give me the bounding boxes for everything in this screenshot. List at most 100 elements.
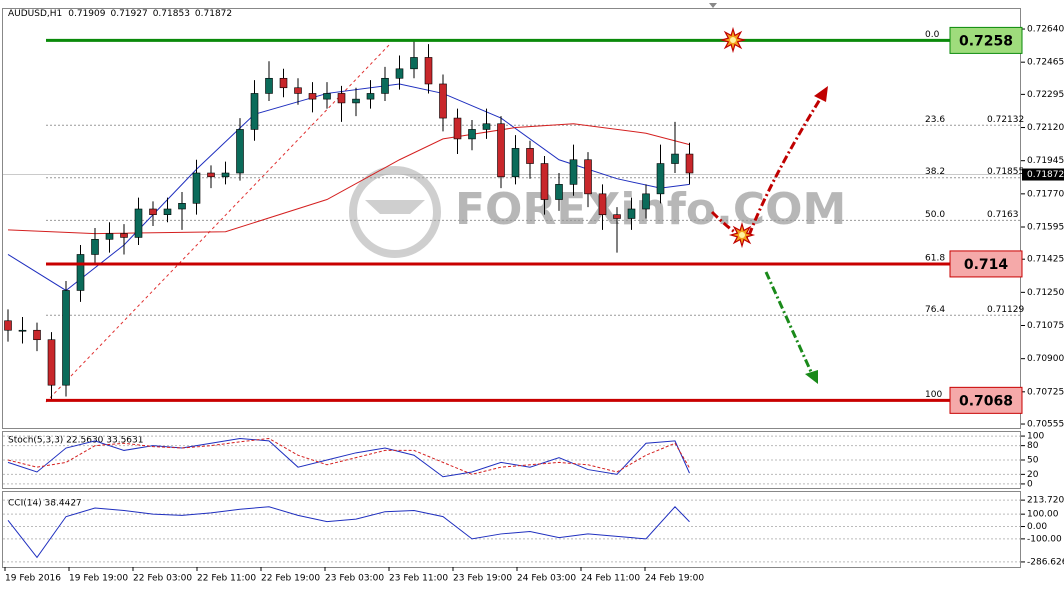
y-tick-label: 0.72640 — [1027, 25, 1064, 35]
symbol: AUDUSD,H1 — [8, 9, 62, 19]
y-tick-label: 0.71770 — [1027, 189, 1064, 199]
watermark-text: FOREXinfo.COM — [455, 184, 846, 235]
level-box — [949, 250, 1023, 278]
candle-body — [337, 93, 346, 104]
candle-body — [468, 129, 476, 140]
candle-body — [47, 339, 56, 386]
header-value: 0.71927 — [110, 9, 147, 19]
candle-body — [453, 117, 462, 140]
candle-body — [482, 123, 491, 130]
moving-average — [7, 123, 690, 235]
y-tick-label: 100 — [1027, 432, 1044, 442]
fib-ratio: 50.0 — [925, 210, 945, 220]
candle-body — [366, 93, 375, 100]
candle-body — [294, 87, 302, 94]
indicator-line — [7, 437, 690, 475]
level-label: 0.7068 — [959, 393, 1013, 409]
candle-body — [236, 129, 244, 174]
y-tick-label: 0.72120 — [1027, 123, 1064, 133]
watermark-logo — [365, 200, 425, 214]
fib-price: 0.71129 — [987, 305, 1024, 315]
fib-price: 0.71855 — [987, 167, 1024, 177]
header-value: 0.71909 — [68, 9, 105, 19]
price-panel — [2, 8, 1021, 429]
chart-header: AUDUSD,H1 0.71909 0.71927 0.71853 0.71872 — [8, 9, 232, 19]
signal-star-core — [730, 37, 736, 43]
candle-body — [105, 233, 114, 240]
level-label: 0.714 — [964, 257, 1009, 273]
candle-body — [149, 208, 157, 215]
candle-body — [207, 172, 215, 178]
candle-body — [526, 148, 534, 164]
candle-body — [91, 239, 99, 255]
candle-body — [555, 184, 563, 200]
candle-body — [584, 159, 592, 195]
y-tick-label: 0.71250 — [1027, 288, 1064, 298]
candle-body — [308, 93, 317, 100]
candle-body — [4, 320, 12, 331]
y-tick-label: 0.70555 — [1027, 420, 1064, 430]
y-tick-label: 0.72295 — [1027, 90, 1064, 100]
candle-body — [18, 329, 27, 332]
candle-body — [569, 159, 578, 185]
x-tick-label: 24 Feb 11:00 — [581, 574, 640, 584]
y-tick-label: 50 — [1027, 456, 1039, 466]
candle-body — [656, 163, 665, 195]
candle-body — [192, 172, 201, 204]
indicator-line — [7, 437, 690, 478]
candle-body — [279, 77, 288, 89]
y-tick-label: 0.00 — [1027, 522, 1047, 532]
y-tick-label: -100.00 — [1027, 534, 1062, 544]
fib-price: 0.72132 — [987, 115, 1024, 125]
bullish-arrowhead — [814, 86, 828, 102]
x-tick-label: 23 Feb 03:00 — [325, 574, 384, 584]
candle-body — [497, 123, 505, 178]
candle-body — [163, 208, 172, 215]
candle-body — [671, 153, 679, 164]
current-price-tag — [1022, 168, 1064, 181]
cci-panel — [2, 491, 1021, 568]
candle-body — [352, 98, 360, 104]
candle-body — [265, 77, 273, 94]
signal-star-core — [739, 232, 745, 238]
shift-marker — [709, 3, 717, 8]
candle-body — [178, 203, 186, 210]
y-tick-label: 100.00 — [1027, 510, 1059, 520]
x-tick-label: 19 Feb 2016 — [5, 574, 61, 584]
annotations — [710, 26, 828, 384]
candle-body — [439, 83, 447, 119]
bearish-arrowhead — [805, 370, 818, 384]
level-box — [949, 386, 1023, 414]
candle-body — [685, 153, 694, 174]
fib-ratio: 76.4 — [925, 305, 945, 315]
watermark-logo — [349, 166, 441, 258]
x-tick-label: 23 Feb 11:00 — [389, 574, 448, 584]
candle-body — [62, 290, 70, 386]
x-tick-label: 23 Feb 19:00 — [453, 574, 512, 584]
y-tick-label: 0.70900 — [1027, 354, 1064, 364]
fib-ratio: 38.2 — [925, 167, 945, 177]
x-tick-label: 24 Feb 03:00 — [517, 574, 576, 584]
candle-body — [511, 148, 520, 178]
fib-ratio: 100 — [925, 390, 942, 400]
x-tick-label: 22 Feb 19:00 — [261, 574, 320, 584]
candle-body — [410, 57, 418, 70]
level-box — [949, 26, 1023, 54]
cci-title: CCI(14) 38.4427 — [8, 499, 82, 509]
candle-body — [76, 254, 85, 291]
candle-body — [598, 193, 607, 215]
indicator-line — [7, 506, 690, 559]
fib-trend-line — [45, 43, 391, 403]
candle-body — [120, 233, 128, 238]
y-tick-label: 0 — [1027, 479, 1033, 489]
level-label: 0.7258 — [959, 33, 1013, 49]
x-tick-label: 24 Feb 19:00 — [645, 574, 704, 584]
x-tick-label: 22 Feb 11:00 — [197, 574, 256, 584]
candle-body — [33, 329, 41, 341]
candle-body — [323, 93, 331, 100]
candle-body — [642, 193, 650, 210]
header-value: 0.71872 — [195, 9, 232, 19]
y-tick-label: 0.70725 — [1027, 387, 1064, 397]
y-tick-label: 0.71425 — [1027, 255, 1064, 265]
y-tick-label: 213.7207 — [1027, 496, 1064, 506]
